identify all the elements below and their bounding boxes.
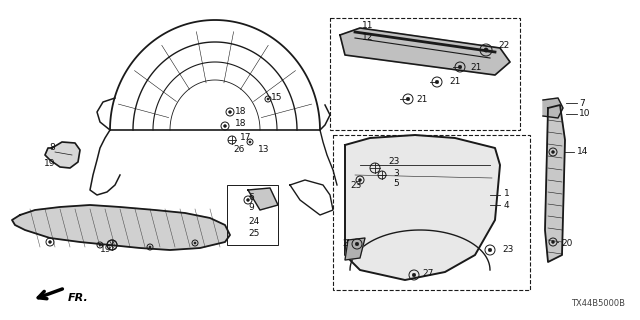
Circle shape xyxy=(267,98,269,100)
Polygon shape xyxy=(543,98,563,118)
Polygon shape xyxy=(340,28,510,75)
Text: 26: 26 xyxy=(233,145,244,154)
Text: 19: 19 xyxy=(100,244,111,253)
Circle shape xyxy=(149,246,151,248)
Text: 18: 18 xyxy=(235,119,246,129)
Circle shape xyxy=(458,65,461,69)
Text: 4: 4 xyxy=(504,201,509,210)
Text: 14: 14 xyxy=(577,148,588,156)
Circle shape xyxy=(552,241,554,244)
Polygon shape xyxy=(12,205,230,250)
Text: 15: 15 xyxy=(271,92,282,101)
Polygon shape xyxy=(345,238,365,260)
Text: 1: 1 xyxy=(504,189,509,198)
Circle shape xyxy=(406,97,410,101)
Circle shape xyxy=(194,242,196,244)
Text: 21: 21 xyxy=(449,77,460,86)
Circle shape xyxy=(49,241,51,244)
Circle shape xyxy=(228,111,232,113)
Text: 27: 27 xyxy=(422,269,433,278)
Text: 23: 23 xyxy=(351,180,362,189)
Bar xyxy=(227,185,278,245)
Circle shape xyxy=(358,179,362,181)
Text: 10: 10 xyxy=(579,109,591,118)
Text: 3: 3 xyxy=(393,169,399,178)
Text: 11: 11 xyxy=(362,21,374,30)
Text: 25: 25 xyxy=(248,228,259,237)
Text: 6: 6 xyxy=(248,194,253,203)
Text: 2: 2 xyxy=(342,239,348,249)
Circle shape xyxy=(223,124,227,127)
Text: 24: 24 xyxy=(248,218,259,227)
Circle shape xyxy=(99,244,101,246)
Text: FR.: FR. xyxy=(68,293,89,303)
Text: 18: 18 xyxy=(235,108,246,116)
Text: 7: 7 xyxy=(579,99,585,108)
Text: 22: 22 xyxy=(498,42,509,51)
Circle shape xyxy=(246,199,250,201)
Text: 9: 9 xyxy=(248,204,253,212)
Polygon shape xyxy=(45,142,80,168)
Text: 5: 5 xyxy=(393,180,399,188)
Circle shape xyxy=(488,248,492,252)
Circle shape xyxy=(355,242,359,246)
Text: 12: 12 xyxy=(362,33,374,42)
Polygon shape xyxy=(545,105,565,262)
Circle shape xyxy=(435,80,439,84)
Circle shape xyxy=(484,48,488,52)
Text: 17: 17 xyxy=(240,132,252,141)
Circle shape xyxy=(249,141,251,143)
Text: 8: 8 xyxy=(49,143,55,153)
Text: 23: 23 xyxy=(388,157,399,166)
Text: 21: 21 xyxy=(416,94,428,103)
Text: 20: 20 xyxy=(561,238,572,247)
Text: 21: 21 xyxy=(470,62,481,71)
Polygon shape xyxy=(345,135,500,280)
Circle shape xyxy=(552,151,554,153)
Polygon shape xyxy=(248,188,278,210)
Text: 13: 13 xyxy=(258,145,269,154)
Text: 23: 23 xyxy=(502,244,513,253)
Text: 19: 19 xyxy=(44,158,55,167)
Text: TX44B5000B: TX44B5000B xyxy=(571,299,625,308)
Circle shape xyxy=(412,273,416,277)
